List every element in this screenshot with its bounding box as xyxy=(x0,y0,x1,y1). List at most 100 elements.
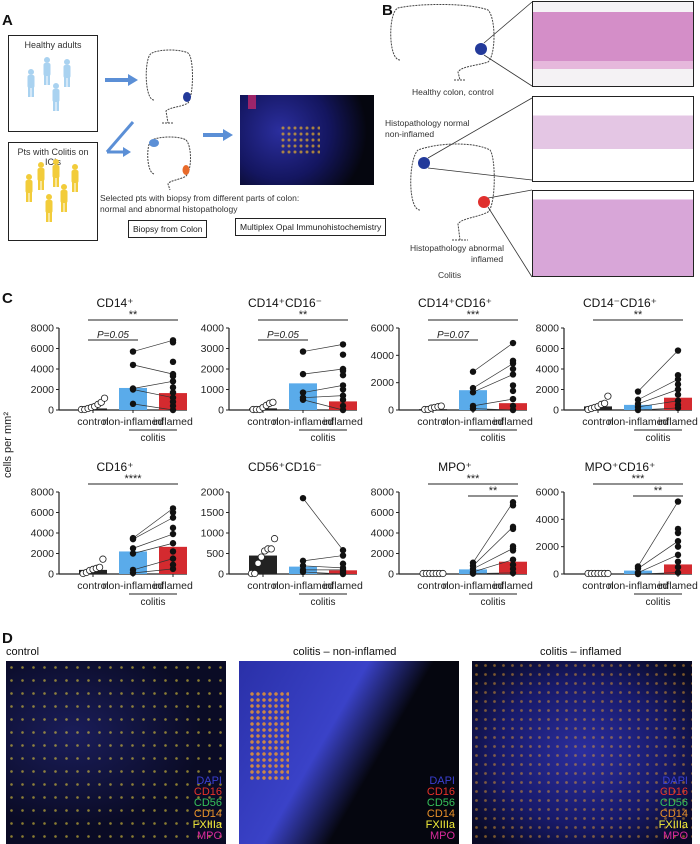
svg-text:8000: 8000 xyxy=(31,487,55,499)
svg-text:0: 0 xyxy=(388,569,394,581)
legend-cd14: CD14 xyxy=(193,808,222,820)
legend-cd16: CD16 xyxy=(426,786,455,798)
chart-2: CD14⁺CD16⁺ 0 2000 4000 6000 *** P=0.07 control n… xyxy=(355,296,533,456)
svg-text:inflamed: inflamed xyxy=(323,580,363,592)
legend-cd56: CD56 xyxy=(659,797,688,809)
panel-b-letter: B xyxy=(382,2,393,19)
svg-text:0: 0 xyxy=(388,405,394,417)
svg-text:4000: 4000 xyxy=(536,364,560,376)
svg-text:8000: 8000 xyxy=(371,487,395,499)
svg-text:colitis: colitis xyxy=(480,597,505,608)
svg-text:control: control xyxy=(77,416,109,428)
micro-title-inflamed: colitis – inflamed xyxy=(540,646,622,658)
normal-histo-label-line2: non-inflamed xyxy=(385,129,435,139)
svg-text:8000: 8000 xyxy=(31,323,55,335)
svg-text:non-inflamed: non-inflamed xyxy=(608,580,669,592)
panel-a-letter: A xyxy=(2,12,13,29)
chart-title: MPO⁺CD16⁺ xyxy=(584,460,656,474)
svg-text:2000: 2000 xyxy=(201,487,225,499)
legend-fxiiia: FXIIIa xyxy=(425,819,455,831)
svg-text:P=0.05: P=0.05 xyxy=(97,330,129,341)
legend-mpo: MPO xyxy=(196,830,222,842)
svg-text:**: ** xyxy=(634,309,643,321)
svg-text:1500: 1500 xyxy=(201,507,225,519)
chart-title: MPO⁺ xyxy=(438,460,472,474)
svg-text:0: 0 xyxy=(48,569,54,581)
micro-title-control: control xyxy=(6,646,40,658)
healthy-adults-label: Healthy adults xyxy=(24,40,82,50)
svg-text:4000: 4000 xyxy=(31,364,55,376)
legend-mpo: MPO xyxy=(429,830,455,842)
svg-text:control: control xyxy=(417,416,449,428)
svg-text:2000: 2000 xyxy=(201,364,225,376)
svg-text:inflamed: inflamed xyxy=(658,416,698,428)
svg-text:**: ** xyxy=(129,309,138,321)
svg-text:****: **** xyxy=(124,473,142,485)
svg-text:non-inflamed: non-inflamed xyxy=(103,416,164,428)
healthy-colon-label: Healthy colon, control xyxy=(412,87,494,97)
healthy-people-icon xyxy=(27,57,71,111)
micro-title-non-inflamed: colitis – non-inflamed xyxy=(293,646,397,658)
svg-text:control: control xyxy=(582,416,614,428)
svg-text:P=0.05: P=0.05 xyxy=(267,330,299,341)
svg-text:2000: 2000 xyxy=(371,377,395,389)
svg-text:colitis: colitis xyxy=(140,433,165,444)
histology-non-inflamed-image xyxy=(532,96,694,182)
legend-cd56: CD56 xyxy=(193,797,222,809)
legend-dapi: DAPI xyxy=(662,775,688,787)
svg-text:control: control xyxy=(417,580,449,592)
svg-text:4000: 4000 xyxy=(371,528,395,540)
svg-text:inflamed: inflamed xyxy=(323,416,363,428)
panel-a-arrows xyxy=(105,74,233,157)
svg-text:1000: 1000 xyxy=(201,528,225,540)
svg-text:colitis: colitis xyxy=(310,597,335,608)
svg-text:P=0.07: P=0.07 xyxy=(437,330,469,341)
svg-text:2000: 2000 xyxy=(31,384,55,396)
svg-text:2000: 2000 xyxy=(31,548,55,560)
chart-3: CD14⁻CD16⁺ 0 2000 4000 6000 8000 ** control non-… xyxy=(520,296,698,456)
svg-text:colitis: colitis xyxy=(310,433,335,444)
chart-title: CD14⁺ xyxy=(96,296,134,310)
svg-text:colitis: colitis xyxy=(480,433,505,444)
legend-fxiiia: FXIIIa xyxy=(658,819,688,831)
svg-text:4000: 4000 xyxy=(371,350,395,362)
svg-text:2000: 2000 xyxy=(536,384,560,396)
channel-legend-control: DAPI CD16 CD56 CD14 FXIIIa MPO xyxy=(193,776,222,842)
svg-text:control: control xyxy=(77,580,109,592)
svg-text:***: *** xyxy=(467,473,481,485)
svg-text:inflamed: inflamed xyxy=(493,580,533,592)
svg-text:inflamed: inflamed xyxy=(493,416,533,428)
legend-cd16: CD16 xyxy=(193,786,222,798)
panel-b-diagram xyxy=(390,1,533,278)
ihc-thumbnail-image xyxy=(240,95,374,185)
chart-title: CD16⁺ xyxy=(96,460,134,474)
svg-text:4000: 4000 xyxy=(201,323,225,335)
svg-text:4000: 4000 xyxy=(536,514,560,526)
microscopy-non-inflamed-image: DAPI CD16 CD56 CD14 FXIIIa MPO xyxy=(239,661,459,844)
legend-cd16: CD16 xyxy=(659,786,688,798)
svg-text:***: *** xyxy=(632,473,646,485)
svg-text:3000: 3000 xyxy=(201,343,225,355)
svg-text:2000: 2000 xyxy=(536,541,560,553)
svg-text:6000: 6000 xyxy=(31,343,55,355)
svg-text:8000: 8000 xyxy=(536,323,560,335)
svg-text:non-inflamed: non-inflamed xyxy=(273,580,334,592)
selection-caption-line1: Selected pts with biopsy from different … xyxy=(100,193,300,203)
chart-5: CD56⁺CD16⁻ 0 500 1000 1500 2000 control non-inf… xyxy=(185,460,363,620)
svg-text:non-inflamed: non-inflamed xyxy=(608,416,669,428)
svg-text:colitis: colitis xyxy=(645,597,670,608)
svg-text:inflamed: inflamed xyxy=(153,580,193,592)
chart-title: CD14⁻CD16⁺ xyxy=(582,296,658,310)
svg-text:**: ** xyxy=(654,485,663,497)
svg-text:non-inflamed: non-inflamed xyxy=(273,416,334,428)
chart-7: MPO⁺CD16⁺ 0 2000 4000 6000 *** ** control non-in… xyxy=(520,460,698,620)
biopsy-from-colon-label: Biopsy from Colon xyxy=(128,220,208,238)
svg-text:6000: 6000 xyxy=(536,343,560,355)
channel-legend-non-inflamed: DAPI CD16 CD56 CD14 FXIIIa MPO xyxy=(426,776,455,842)
svg-text:control: control xyxy=(582,580,614,592)
microscopy-control-image: DAPI CD16 CD56 CD14 FXIIIa MPO xyxy=(6,661,226,844)
svg-text:6000: 6000 xyxy=(31,507,55,519)
colon-diagram-colitis xyxy=(147,136,191,191)
panel-d-letter: D xyxy=(2,630,13,647)
svg-text:colitis: colitis xyxy=(645,433,670,444)
